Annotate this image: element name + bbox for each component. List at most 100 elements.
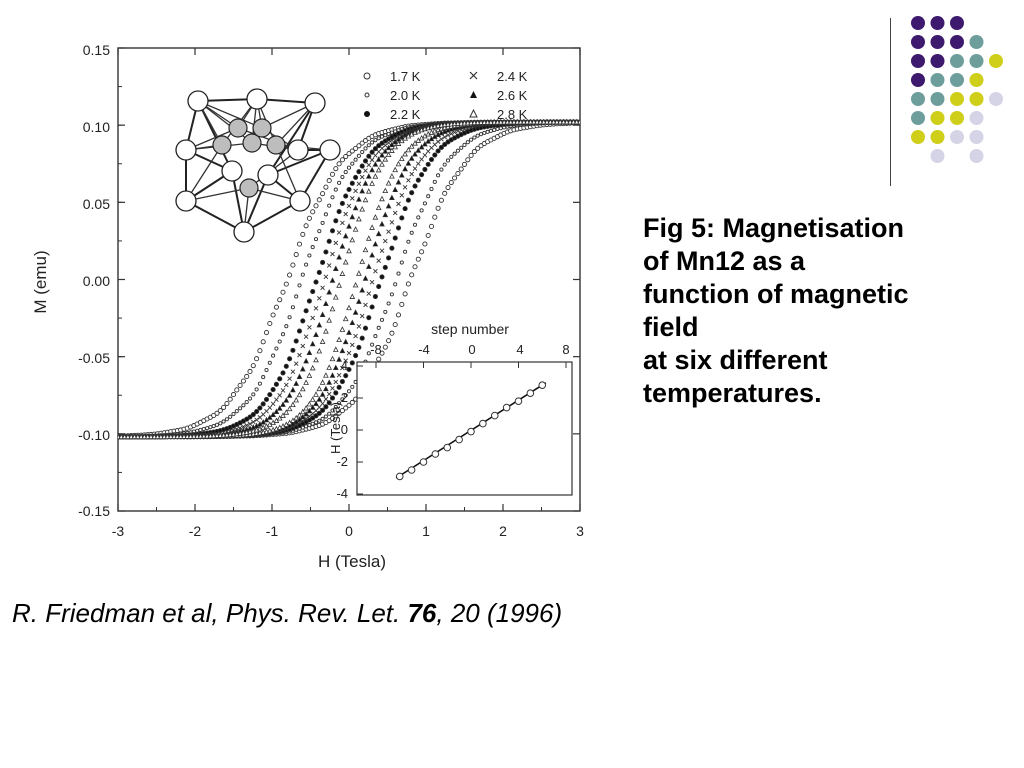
data-point-triangle: [534, 118, 540, 125]
cross-stroke: [313, 305, 319, 311]
inset-data-point: [431, 450, 440, 458]
data-point-triangle: [379, 195, 385, 202]
data-point-cross: [382, 143, 388, 148]
cross-stroke: [448, 131, 454, 136]
cross-stroke: [336, 372, 342, 378]
data-point-circle: [263, 396, 270, 403]
data-point-circle: [389, 245, 395, 251]
citation: R. Friedman et al, Phys. Rev. Let. 76, 2…: [12, 598, 562, 629]
data-point-circle: [422, 201, 427, 206]
data-point-triangle: [306, 407, 313, 414]
data-point-circle: [250, 363, 256, 369]
data-point-cross: [333, 379, 339, 385]
data-point-triangle: [336, 336, 342, 343]
data-point-triangle: [177, 433, 184, 439]
data-point-circle: [241, 403, 246, 408]
cross-stroke: [356, 181, 362, 187]
data-point-circle: [274, 346, 279, 351]
decorative-dot: [930, 111, 945, 125]
data-point-cross: [303, 416, 309, 421]
inset-y-tick-label: 2: [341, 390, 348, 405]
data-point-triangle: [497, 119, 504, 125]
main-x-tick-label: -2: [189, 523, 202, 539]
cross-stroke: [392, 210, 398, 216]
data-point-triangle: [339, 270, 346, 276]
data-point-triangle: [544, 118, 550, 125]
data-point-circle: [227, 396, 233, 402]
data-point-circle: [211, 424, 216, 429]
cross-stroke: [307, 325, 312, 330]
legend-label: 2.0 K: [390, 88, 421, 103]
cross-stroke: [310, 315, 316, 321]
decorative-dot: [969, 92, 984, 106]
data-point-cross: [336, 230, 342, 235]
cross-stroke: [435, 139, 441, 144]
data-point-circle: [303, 308, 309, 314]
data-point-triangle: [286, 392, 293, 398]
data-point-triangle: [385, 202, 392, 209]
data-point-triangle: [316, 347, 323, 354]
data-point-triangle: [484, 119, 491, 125]
data-point-triangle: [359, 258, 366, 264]
data-point-triangle: [573, 118, 580, 125]
decorative-dot: [911, 35, 925, 49]
cross-stroke: [373, 268, 378, 274]
data-point-triangle: [359, 286, 366, 293]
data-point-circle: [323, 212, 328, 217]
data-point-circle: [425, 232, 431, 239]
data-point-circle: [297, 283, 302, 288]
data-point-triangle: [356, 196, 362, 202]
data-point-circle: [419, 208, 424, 213]
data-point-circle: [438, 197, 444, 203]
caption-line: at six different: [643, 345, 828, 375]
data-point-triangle: [521, 118, 527, 125]
molecule-bond: [185, 200, 245, 233]
data-point-triangle: [214, 432, 220, 438]
data-point-circle: [316, 197, 322, 203]
data-point-circle: [326, 400, 332, 406]
decorative-dot: [930, 54, 945, 68]
decorative-dot: [950, 73, 964, 87]
data-point-triangle: [207, 432, 214, 439]
data-point-triangle: [563, 118, 570, 125]
legend-entry-2-8k: 2.8 K: [469, 107, 528, 122]
data-point-circle: [313, 279, 319, 285]
data-point-circle: [306, 298, 312, 304]
data-point-cross: [353, 333, 358, 339]
data-point-triangle: [296, 373, 303, 379]
data-point-circle: [369, 304, 375, 310]
cross-stroke: [346, 203, 352, 209]
data-point-triangle: [194, 433, 201, 439]
data-point-triangle: [395, 160, 402, 167]
data-point-triangle: [326, 364, 333, 370]
data-point-cross: [307, 325, 312, 330]
main-x-tick-labels: -3 -2 -1 0 1 2 3: [112, 523, 584, 539]
data-point-circle: [343, 193, 349, 199]
decorative-dot: [930, 130, 945, 144]
molecule-atom-outer: [233, 221, 255, 243]
data-point-circle: [428, 156, 435, 163]
legend-entry-1-7k: 1.7 K: [363, 69, 421, 84]
cross-stroke: [396, 201, 401, 207]
data-point-cross: [379, 248, 385, 254]
data-point-cross: [442, 134, 448, 140]
data-point-circle: [224, 417, 229, 422]
data-point-cross: [376, 258, 382, 263]
data-point-cross: [343, 211, 349, 217]
data-point-triangle: [270, 411, 276, 418]
data-point-cross: [369, 279, 375, 285]
data-point-circle: [244, 400, 249, 405]
data-point-circle: [221, 404, 227, 410]
data-point-cross: [264, 408, 269, 414]
data-point-circle: [300, 318, 306, 324]
data-point-triangle: [326, 289, 333, 295]
data-point-triangle: [524, 118, 531, 125]
data-point-circle: [340, 397, 345, 402]
inset-data-point: [526, 389, 535, 398]
data-point-circle: [475, 133, 480, 138]
legend-label: 2.4 K: [497, 69, 528, 84]
legend-entry-2-0k: 2.0 K: [364, 88, 421, 103]
data-point-triangle: [342, 258, 349, 265]
data-point-cross: [392, 135, 398, 141]
